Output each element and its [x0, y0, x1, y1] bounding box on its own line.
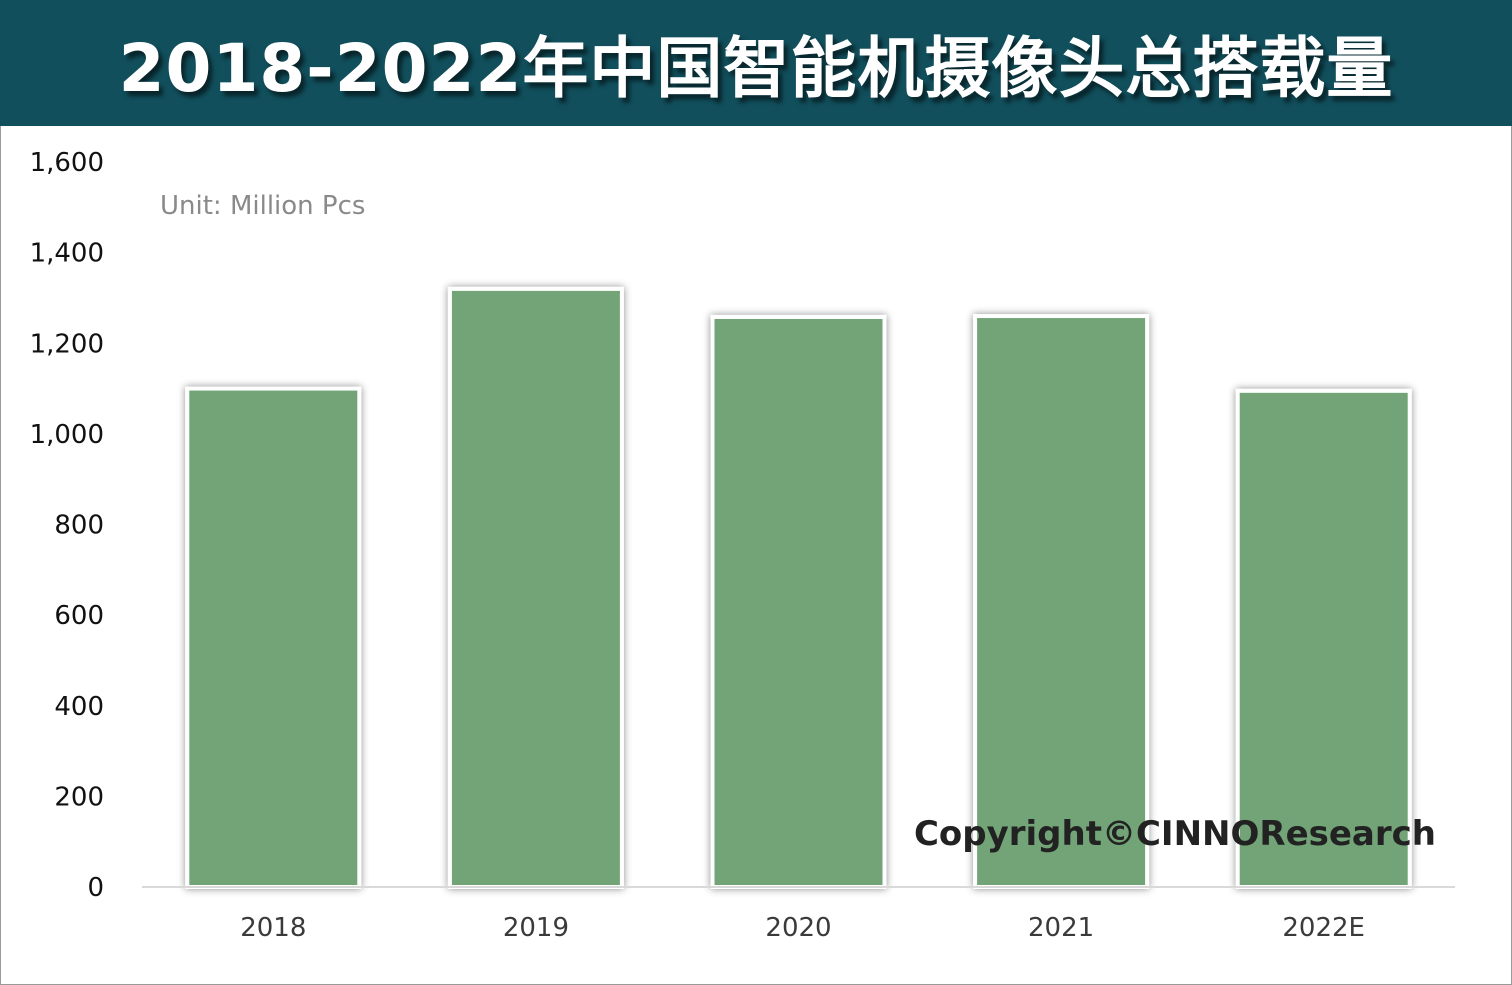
- bar-2020: [710, 314, 887, 889]
- y-tick-label: 1,400: [30, 239, 104, 269]
- y-tick-label: 600: [54, 601, 104, 631]
- y-axis-ticks: 0 200 400 600 800 1,000 1,200 1,400 1,600: [30, 148, 104, 903]
- x-tick-label: 2019: [503, 913, 569, 943]
- bar-2018: [185, 386, 362, 889]
- y-tick-label: 200: [54, 782, 104, 812]
- unit-label: Unit: Million Pcs: [160, 191, 365, 221]
- y-tick-label: 1,200: [30, 329, 104, 359]
- bar-2022E: [1235, 388, 1412, 889]
- x-axis-labels: 2018 2019 2020 2021 2022E: [240, 913, 1365, 943]
- bars: [185, 286, 1412, 889]
- y-tick-label: 0: [87, 873, 104, 903]
- title-bar: 2018-2022年中国智能机摄像头总搭载量: [0, 0, 1512, 126]
- copyright-watermark: Copyright©CINNOResearch: [914, 814, 1436, 854]
- x-tick-label: 2018: [240, 913, 306, 943]
- bar-2019: [447, 286, 624, 889]
- y-tick-label: 1,000: [30, 420, 104, 450]
- x-tick-label: 2020: [765, 913, 831, 943]
- x-tick-label: 2021: [1028, 913, 1094, 943]
- x-tick-label: 2022E: [1282, 913, 1365, 943]
- y-tick-label: 1,600: [30, 148, 104, 178]
- y-tick-label: 400: [54, 692, 104, 722]
- y-tick-label: 800: [54, 511, 104, 541]
- chart-title: 2018-2022年中国智能机摄像头总搭载量: [118, 30, 1394, 107]
- bar-2021: [973, 314, 1150, 889]
